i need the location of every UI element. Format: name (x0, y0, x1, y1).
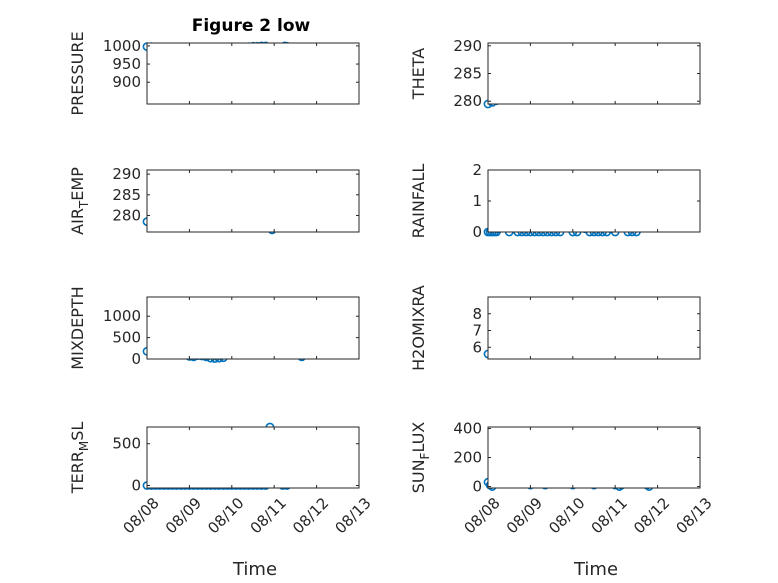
y-axis-label: H2OMIXRA (409, 285, 428, 371)
axes-frame (487, 296, 701, 360)
y-tick-label: 285 (453, 65, 482, 83)
subplot-theta: 280 285 290 THETA (409, 37, 701, 110)
x-axis-label: Time (232, 559, 277, 580)
subplot-rainfall: 0 1 2 RAINFALL (409, 161, 701, 241)
y-tick-label: 950 (112, 55, 141, 73)
y-tick-label: 280 (453, 92, 482, 110)
y-tick-label: 290 (112, 165, 141, 183)
x-tick-label: 08/09 (162, 494, 205, 537)
y-tick-label: 900 (112, 73, 141, 91)
y-tick-label: 500 (112, 435, 141, 453)
y-tick-label: 285 (112, 186, 141, 204)
x-tick-label: 08/12 (630, 494, 673, 537)
subplot-h2omixra: 678 H2OMIXRA (409, 285, 701, 371)
y-tick-label: 280 (112, 206, 141, 224)
y-tick-label: 1000 (103, 307, 141, 325)
y-tick-label: 200 (453, 449, 482, 467)
x-tick-label: 08/13 (672, 494, 715, 537)
y-tick-label: 1 (472, 192, 482, 210)
y-tick-label: 7 (472, 322, 482, 340)
axes-frame (146, 42, 360, 105)
axes-frame (146, 296, 360, 360)
y-axis-label: TERRMSL (68, 422, 91, 495)
y-tick-label: 8 (472, 305, 482, 323)
subplot-terr: 0 500 08/08 08/09 08/10 08/11 08/12 08/13 TERRMS… (68, 422, 375, 580)
y-tick-label: 400 (453, 419, 482, 437)
y-tick-label: 0 (131, 476, 141, 494)
axes-frame (487, 42, 701, 105)
x-tick-label: 08/12 (289, 494, 332, 537)
y-tick-label: 0 (131, 350, 141, 368)
x-tick-label: 08/11 (247, 494, 290, 537)
y-axis-label: PRESSURE (68, 31, 87, 115)
y-axis-label: RAINFALL (409, 164, 428, 239)
y-tick-label: 290 (453, 37, 482, 55)
x-axis-label: Time (573, 559, 618, 580)
y-tick-label: 500 (112, 329, 141, 347)
y-tick-label: 0 (472, 478, 482, 496)
x-tick-label: 08/09 (503, 494, 546, 537)
axes-frame (146, 169, 360, 233)
y-tick-label: 2 (472, 161, 482, 179)
x-tick-label: 08/11 (588, 494, 631, 537)
x-tick-label: 08/08 (460, 494, 503, 537)
y-tick-label: 1000 (103, 37, 141, 55)
subplot-air: 280 285 290 AIRTEMP (68, 165, 360, 235)
subplot-mixdepth: 0 500 1000 MIXDEPTH (68, 286, 360, 370)
x-tick-label: 08/10 (545, 494, 588, 537)
y-tick-label: 0 (472, 223, 482, 241)
y-axis-label: AIRTEMP (68, 167, 91, 235)
axes-frame (487, 426, 701, 489)
y-axis-label: SUNFLUX (409, 422, 432, 494)
subplot-sun: 0 200 400 08/08 08/09 08/10 08/11 08/12 08/13 SUN… (409, 419, 716, 580)
axes-frame (487, 169, 701, 233)
y-axis-label: MIXDEPTH (68, 286, 87, 369)
axes-frame (146, 426, 360, 489)
figure-title: Figure 2 low (192, 16, 311, 36)
y-tick-label: 6 (472, 338, 482, 356)
x-tick-label: 08/10 (204, 494, 247, 537)
x-tick-label: 08/08 (119, 494, 162, 537)
x-tick-label: 08/13 (331, 494, 374, 537)
y-axis-label: THETA (409, 48, 428, 100)
